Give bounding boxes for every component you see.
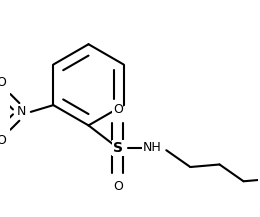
Text: N: N — [17, 105, 27, 118]
Text: S: S — [113, 141, 123, 155]
Text: O: O — [0, 135, 6, 147]
Text: O: O — [0, 76, 6, 89]
Text: NH: NH — [142, 141, 161, 155]
Text: O: O — [113, 179, 123, 192]
Text: O: O — [113, 103, 123, 116]
